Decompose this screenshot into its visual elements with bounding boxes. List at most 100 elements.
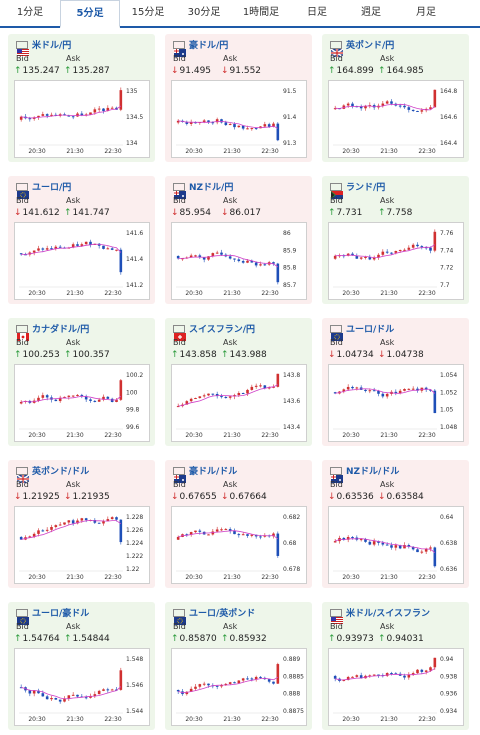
arrow-down-icon: ↓ <box>328 492 336 502</box>
moving-average-line <box>178 120 278 129</box>
candlestick-chart[interactable]: 0.64 0.638 0.636 20:30 21:30 22:30 <box>328 506 464 584</box>
tab-1[interactable]: 1分足 <box>16 7 44 18</box>
candlestick-chart[interactable]: 1.228 1.226 1.224 1.222 1.22 20:30 21:30 22:30 <box>14 506 150 584</box>
candle-body <box>80 394 84 397</box>
currency-pair-link[interactable]: 英ポンド/円 <box>346 41 395 51</box>
ask-label: Ask <box>223 54 238 63</box>
currency-card[interactable]: 豪ドル/円 Bid Ask ↓91.495 ↓91.552 91.5 91.4 91.3 20:… <box>165 34 312 162</box>
currency-pair-link[interactable]: 米ドル/円 <box>32 41 72 51</box>
candlestick-chart[interactable]: 86 85.9 85.8 85.7 20:30 21:30 22:30 <box>171 222 307 300</box>
candlestick-chart[interactable]: 91.5 91.4 91.3 20:30 21:30 22:30 <box>171 80 307 158</box>
currency-pair-link[interactable]: 豪ドル/ドル <box>189 467 238 477</box>
candle-body <box>411 546 415 550</box>
tab-7[interactable]: 週足 <box>361 7 381 18</box>
currency-card[interactable]: ユーロ/英ポンド Bid Ask ↑0.85870 ↑0.85932 0.889 0.888… <box>165 602 312 730</box>
currency-pair-link[interactable]: スイスフラン/円 <box>189 325 256 335</box>
candlestick-chart[interactable]: 141.6 141.4 141.2 20:30 21:30 22:30 <box>14 222 150 300</box>
ch-flag-icon <box>173 325 186 341</box>
currency-card[interactable]: ユーロ/円 Bid Ask ↓141.612 ↑141.747 141.6 141.4 141… <box>8 176 155 304</box>
y-tick-label: 91.3 <box>283 140 297 147</box>
currency-pair-link[interactable]: NZドル/ドル <box>346 467 400 477</box>
candlestick-chart[interactable]: 1.054 1.052 1.05 1.048 20:30 21:30 22:30 <box>328 364 464 442</box>
candle-body <box>429 547 432 549</box>
candlestick-chart[interactable]: 7.76 7.74 7.72 7.7 20:30 21:30 22:30 <box>328 222 464 300</box>
currency-card[interactable]: ユーロ/豪ドル Bid Ask ↑1.54764 ↑1.54844 1.548 1.546 1… <box>8 602 155 730</box>
candle-body <box>377 674 380 676</box>
candle-body <box>433 390 437 414</box>
candle-body <box>106 396 110 399</box>
candle-body <box>32 250 36 253</box>
bid-value: ↓85.954 <box>171 208 212 218</box>
currency-pair-link[interactable]: ユーロ/円 <box>32 183 72 193</box>
candle-body <box>364 106 367 109</box>
candle-body <box>398 545 402 549</box>
candle-body <box>394 545 398 548</box>
candlestick-chart[interactable]: 135 134.5 134 20:30 21:30 22:30 <box>14 80 150 158</box>
candlestick-chart[interactable]: 0.682 0.68 0.678 20:30 21:30 22:30 <box>171 506 307 584</box>
candle-body <box>32 690 36 694</box>
currency-card[interactable]: カナダドル/円 Bid Ask ↑100.253 ↑100.357 100.2 100 99.… <box>8 318 155 446</box>
currency-pair-link[interactable]: NZドル/円 <box>189 183 234 193</box>
candle-body <box>398 105 402 107</box>
tab-5[interactable]: 1時間足 <box>242 7 280 18</box>
ask-value: ↑7.758 <box>378 208 413 218</box>
y-tick-label: 0.64 <box>440 514 454 521</box>
candlestick-chart[interactable]: 1.548 1.546 1.544 20:30 21:30 22:30 <box>14 648 150 726</box>
currency-card[interactable]: 英ポンド/ドル Bid Ask ↓1.21925 ↓1.21935 1.228 1.226 1… <box>8 460 155 588</box>
candle-body <box>390 101 393 104</box>
tab-3[interactable]: 15分足 <box>131 7 165 18</box>
y-tick-label: 0.889 <box>283 656 300 663</box>
ask-label: Ask <box>66 196 81 205</box>
currency-pair-link[interactable]: ユーロ/英ポンド <box>189 609 256 619</box>
x-tick-label: 22:30 <box>104 148 121 155</box>
y-tick-label: 99.8 <box>126 407 140 414</box>
candle-body <box>63 396 66 398</box>
candle-body <box>93 109 97 113</box>
candle-body <box>267 679 271 682</box>
candle-body <box>185 534 189 536</box>
candlestick-chart[interactable]: 143.8 143.6 143.4 20:30 21:30 22:30 <box>171 364 307 442</box>
currency-card[interactable]: ユーロ/ドル Bid Ask ↓1.04734 ↓1.04738 1.054 1.052 1.… <box>322 318 469 446</box>
candle-body <box>385 673 389 676</box>
currency-card[interactable]: NZドル/円 Bid Ask ↓85.954 ↓86.017 86 85.9 85.8 85.7… <box>165 176 312 304</box>
candle-body <box>224 122 228 126</box>
x-tick-label: 21:30 <box>223 574 240 581</box>
currency-card[interactable]: ランド/円 Bid Ask ↑7.731 ↑7.758 7.76 7.74 7.72 7.7 20… <box>322 176 469 304</box>
candle-body <box>207 683 210 686</box>
arrow-down-icon: ↓ <box>14 208 22 218</box>
currency-pair-link[interactable]: 英ポンド/ドル <box>32 467 90 477</box>
tab-8[interactable]: 月足 <box>416 7 436 18</box>
currency-pair-link[interactable]: 豪ドル/円 <box>189 41 229 51</box>
currency-card[interactable]: スイスフラン/円 Bid Ask ↑143.858 ↑143.988 143.8 143.6… <box>165 318 312 446</box>
currency-card[interactable]: 米ドル/スイスフラン Bid Ask ↑0.93973 ↑0.94031 0.94 0.93… <box>322 602 469 730</box>
candle-body <box>433 547 437 567</box>
y-tick-label: 1.222 <box>126 553 143 560</box>
candle-body <box>224 683 228 686</box>
currency-card[interactable]: 英ポンド/円 Bid Ask ↑164.899 ↑164.985 164.8 164.6 16… <box>322 34 469 162</box>
candlestick-chart[interactable]: 100.2 100 99.8 99.6 20:30 21:30 22:30 <box>14 364 150 442</box>
currency-pair-link[interactable]: ランド/円 <box>346 183 386 193</box>
currency-pair-link[interactable]: カナダドル/円 <box>32 325 90 335</box>
currency-pair-link[interactable]: 米ドル/スイスフラン <box>346 609 431 619</box>
candle-body <box>333 108 337 110</box>
currency-card[interactable]: 豪ドル/ドル Bid Ask ↓0.67655 ↓0.67664 0.682 0.68 0.6… <box>165 460 312 588</box>
currency-pair-link[interactable]: ユーロ/豪ドル <box>32 609 90 619</box>
y-tick-label: 86 <box>283 230 291 237</box>
candlestick-chart[interactable]: 164.8 164.6 164.4 20:30 21:30 22:30 <box>328 80 464 158</box>
tab-2[interactable]: 5分足 <box>60 0 120 28</box>
tab-6[interactable]: 日足 <box>307 7 327 18</box>
currency-card[interactable]: NZドル/ドル Bid Ask ↓0.63536 ↓0.63584 0.64 0.638 0.… <box>322 460 469 588</box>
candlestick-chart[interactable]: 0.94 0.938 0.936 0.934 20:30 21:30 22:30 <box>328 648 464 726</box>
candle-body <box>58 524 62 526</box>
candle-body <box>54 399 58 402</box>
tab-4[interactable]: 30分足 <box>187 7 221 18</box>
x-tick-label: 22:30 <box>261 432 278 439</box>
bid-label: Bid <box>16 196 29 205</box>
candle-body <box>228 396 232 398</box>
candle-body <box>194 530 197 533</box>
moving-average-line <box>21 395 122 403</box>
candle-body <box>346 103 350 106</box>
currency-card[interactable]: 米ドル/円 Bid Ask ↑135.247 ↑135.287 135 134.5 134 20… <box>8 34 155 162</box>
currency-pair-link[interactable]: ユーロ/ドル <box>346 325 395 335</box>
candlestick-chart[interactable]: 0.889 0.8885 0.888 0.8875 20:30 21:30 22:30 <box>171 648 307 726</box>
